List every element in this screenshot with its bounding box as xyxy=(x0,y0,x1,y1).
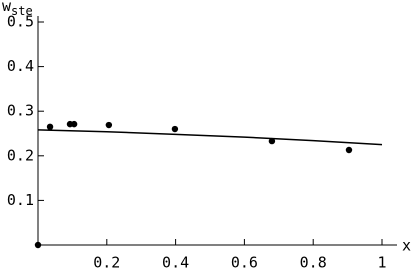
x-axis-label: x xyxy=(402,237,411,255)
point xyxy=(70,120,78,128)
point xyxy=(34,241,42,249)
point xyxy=(345,146,353,154)
y-tick-label: 0.3 xyxy=(7,102,34,120)
y-label-sub: ste xyxy=(11,4,33,18)
x-tick-label: 0.6 xyxy=(231,254,258,269)
point xyxy=(46,123,54,131)
x-tick-label: 0.4 xyxy=(162,254,189,269)
x-tick-label: 0.8 xyxy=(300,254,327,269)
point xyxy=(105,121,113,129)
y-tick-label: 0.1 xyxy=(7,191,34,209)
y-label-main: w xyxy=(2,0,12,15)
y-tick-label: 0.5 xyxy=(7,13,34,31)
x-tick-label: 0.2 xyxy=(93,254,120,269)
line xyxy=(37,129,383,146)
y-tick-label: 0.2 xyxy=(7,146,34,164)
x-tick-label: 1 xyxy=(377,254,386,269)
point xyxy=(171,125,179,133)
y-axis-label: wste xyxy=(2,0,33,18)
y-tick-label: 0.4 xyxy=(7,57,34,75)
point xyxy=(268,137,276,145)
